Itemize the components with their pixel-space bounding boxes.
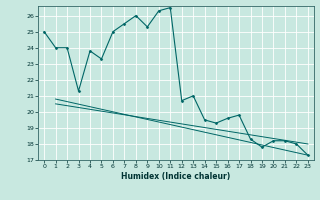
X-axis label: Humidex (Indice chaleur): Humidex (Indice chaleur) [121,172,231,181]
